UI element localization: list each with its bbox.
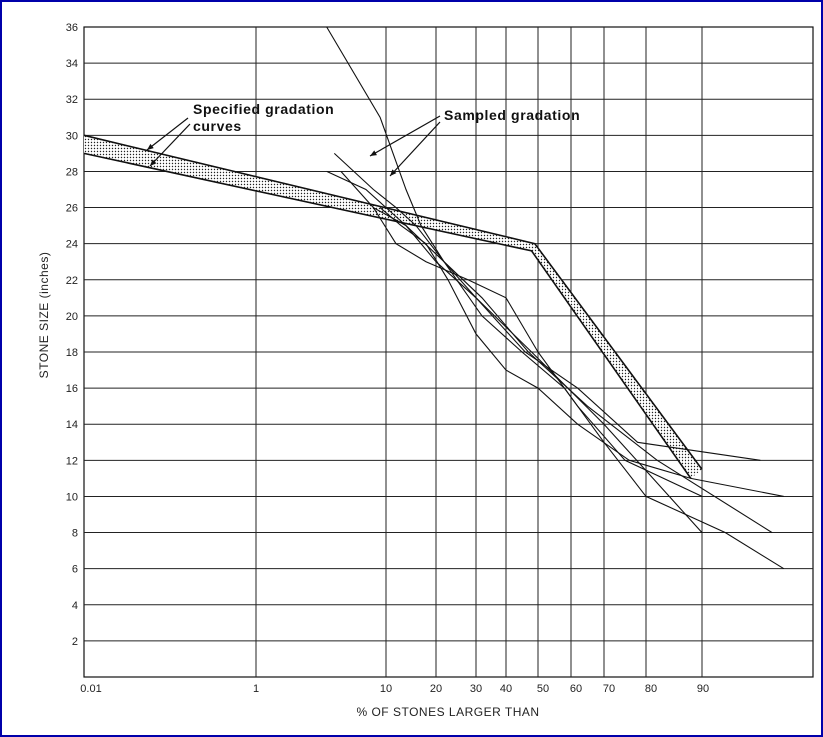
x-tick-label: 40 bbox=[500, 683, 512, 695]
y-tick-label: 8 bbox=[72, 528, 78, 540]
y-tick-label: 4 bbox=[72, 600, 78, 612]
x-tick-label: 10 bbox=[380, 683, 392, 695]
x-tick-label: 80 bbox=[645, 683, 657, 695]
annotation-curves: curves bbox=[193, 118, 242, 134]
sampled-series-line-6 bbox=[373, 207, 785, 570]
annotation-arrow-lower-head bbox=[150, 159, 157, 166]
y-tick-label: 14 bbox=[66, 419, 78, 431]
annotation-arrow-sampled-2 bbox=[389, 121, 441, 177]
y-tick-label: 16 bbox=[66, 383, 78, 395]
y-tick-label: 28 bbox=[66, 166, 78, 178]
y-tick-label: 24 bbox=[66, 239, 78, 251]
y-tick-label: 26 bbox=[66, 203, 78, 215]
y-tick-label: 2 bbox=[72, 636, 78, 648]
specified-upper-curve bbox=[83, 134, 703, 470]
x-tick-label: 50 bbox=[537, 683, 549, 695]
x-tick-label: 20 bbox=[430, 683, 442, 695]
x-axis-title: % OF STONES LARGER THAN bbox=[356, 705, 539, 719]
y-tick-label: 30 bbox=[66, 130, 78, 142]
sampled-series-line-2 bbox=[333, 152, 773, 534]
y-tick-label: 32 bbox=[66, 94, 78, 106]
x-tick-label: 90 bbox=[697, 683, 709, 695]
annotation-arrow-sampled-1 bbox=[369, 115, 441, 157]
annotation-arrow-lower bbox=[149, 123, 191, 167]
y-tick-label: 20 bbox=[66, 311, 78, 323]
y-tick-label: 10 bbox=[66, 491, 78, 503]
specified-lower-curve bbox=[83, 152, 692, 479]
x-tick-label: 30 bbox=[470, 683, 482, 695]
x-tick-label: 70 bbox=[603, 683, 615, 695]
annotation-arrow-upper bbox=[146, 117, 189, 151]
x-tick-label: 1 bbox=[253, 683, 259, 695]
y-tick-label: 34 bbox=[66, 58, 78, 70]
specified-gradation-band bbox=[83, 134, 703, 479]
y-axis-title: STONE SIZE (inches) bbox=[37, 252, 51, 379]
x-tick-label: 0.01 bbox=[80, 683, 101, 695]
y-tick-label: 6 bbox=[72, 564, 78, 576]
y-tick-label: 18 bbox=[66, 347, 78, 359]
annotation-arrow-upper-head bbox=[147, 143, 154, 150]
sampled-series-line-4 bbox=[340, 171, 703, 497]
annotation-arrow-sampled-2-head bbox=[390, 169, 397, 176]
annotation-arrow-sampled-1-head bbox=[370, 150, 377, 156]
y-tick-label: 22 bbox=[66, 275, 78, 287]
sampled-series-line-5 bbox=[379, 207, 784, 497]
y-tick-label: 12 bbox=[66, 455, 78, 467]
specified-band-fill bbox=[84, 135, 702, 479]
y-tick-label: 36 bbox=[66, 22, 78, 34]
sampled-gradation-series bbox=[326, 26, 785, 570]
annotation-sampled-gradation: Sampled gradation bbox=[444, 107, 580, 123]
x-tick-label: 60 bbox=[570, 683, 582, 695]
annotation-specified-gradation: Specified gradation bbox=[193, 101, 334, 117]
